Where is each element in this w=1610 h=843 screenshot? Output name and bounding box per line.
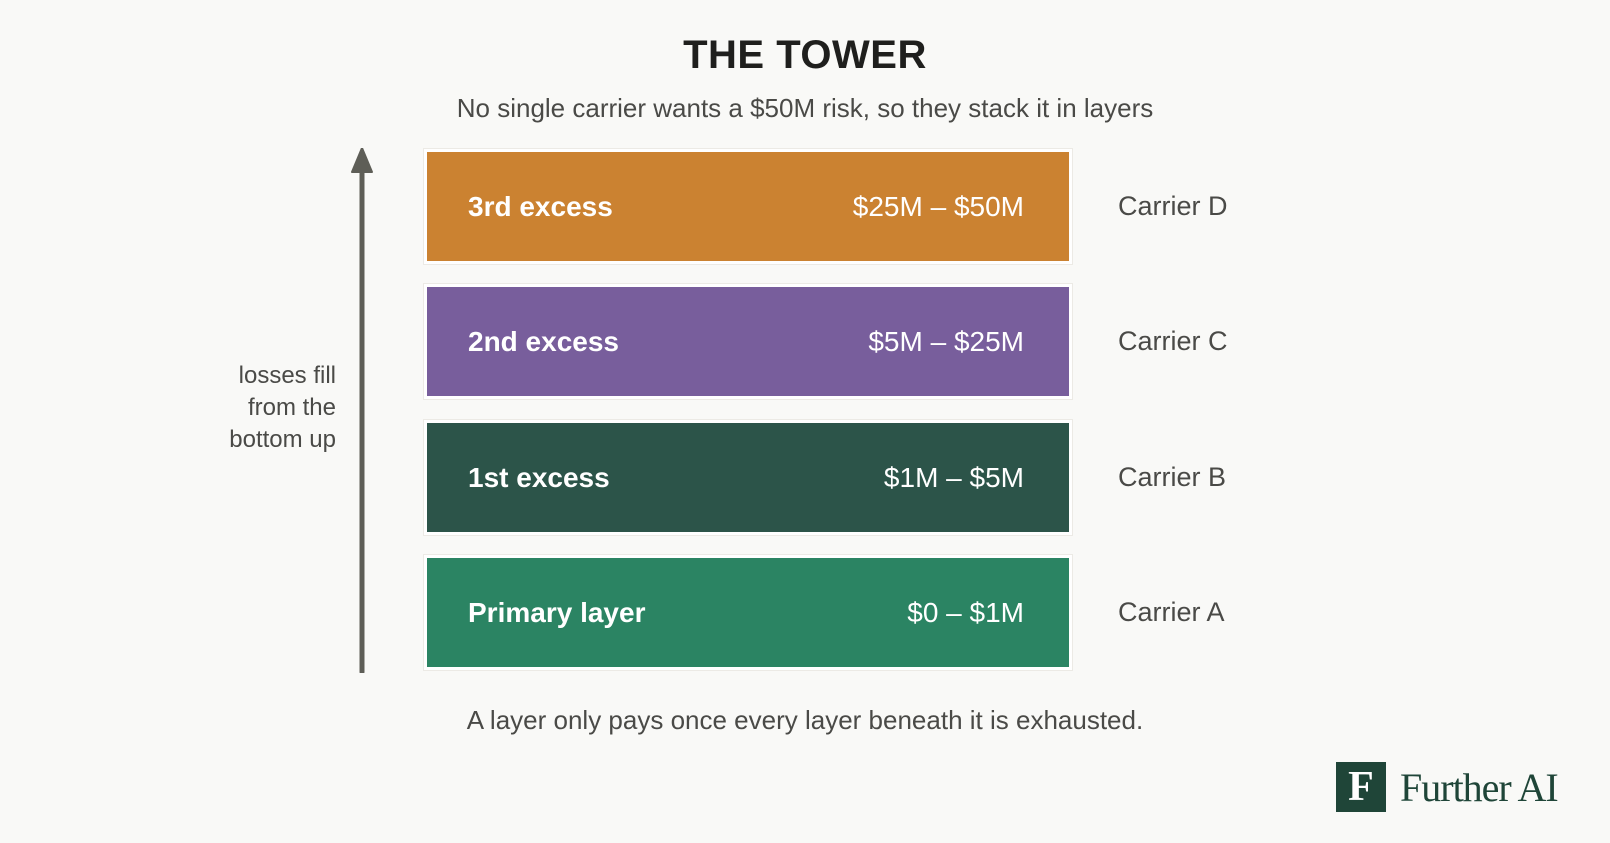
layer-name: 3rd excess (468, 190, 613, 222)
layer-primary: Primary layer $0 – $1M (427, 558, 1069, 667)
layer-range: $1M – $5M (883, 461, 1024, 493)
arrow-label-line: from the (247, 394, 336, 421)
arrow-label-line: losses fill (238, 362, 336, 389)
layer-range: $5M – $25M (868, 325, 1024, 357)
layer-range: $25M – $50M (852, 190, 1024, 222)
carrier-label: Carrier D (1118, 191, 1228, 221)
layer-3rd-excess: 3rd excess $25M – $50M (427, 152, 1069, 261)
logo: F Further AI (1336, 762, 1559, 812)
page-title: THE TOWER (683, 33, 927, 77)
carrier-label: Carrier C (1118, 326, 1228, 356)
page-subtitle: No single carrier wants a $50M risk, so … (456, 93, 1154, 123)
layer-2nd-excess: 2nd excess $5M – $25M (427, 287, 1069, 396)
layer-name: 2nd excess (468, 325, 619, 357)
up-arrow-icon (351, 148, 373, 673)
layer-1st-excess: 1st excess $1M – $5M (427, 423, 1069, 532)
layer-name: Primary layer (468, 596, 646, 628)
carrier-label: Carrier B (1118, 462, 1227, 492)
arrow-label-line: bottom up (229, 426, 336, 453)
layer-range: $0 – $1M (907, 596, 1024, 628)
arrow-label: losses fill from the bottom up (160, 360, 336, 456)
footnote: A layer only pays once every layer benea… (466, 705, 1144, 735)
logo-text: Further AI (1400, 764, 1559, 810)
layer-name: 1st excess (468, 461, 610, 493)
logo-mark: F (1336, 762, 1386, 812)
carrier-label: Carrier A (1118, 597, 1225, 627)
